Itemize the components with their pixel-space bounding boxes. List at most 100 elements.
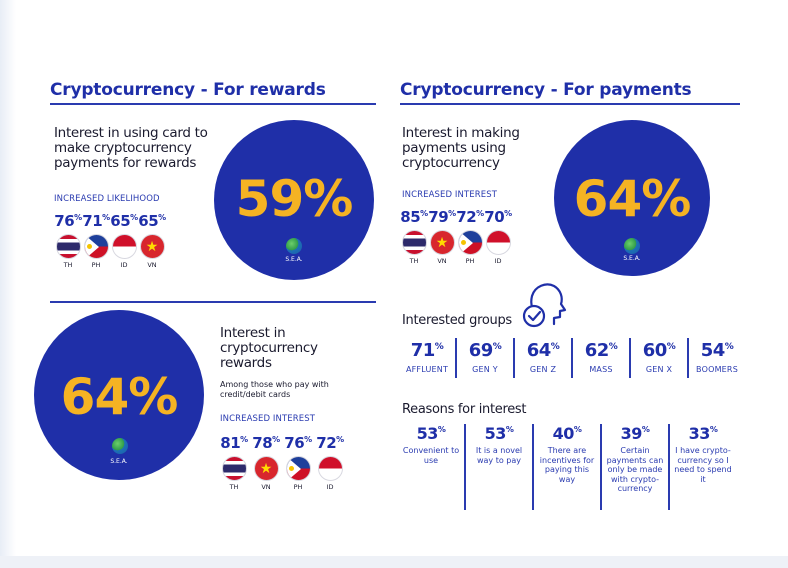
rewards-interest-region-label: S.E.A. <box>110 458 128 465</box>
country-code-label: PH <box>293 483 303 491</box>
group-stat: 54% BOOMERS <box>688 340 746 374</box>
payments-section-title: Cryptocurrency - For payments <box>400 80 692 100</box>
left-edge-shade <box>0 0 16 568</box>
reason-separator <box>532 424 534 510</box>
flag-vn-icon: ★ <box>139 234 165 259</box>
country-stat-value: 70% <box>484 208 512 226</box>
country-stat-vn: 79% ★ VN <box>426 208 458 265</box>
country-code-label: VN <box>261 483 271 491</box>
star-icon: ★ <box>145 239 159 255</box>
reason-stat-value: 39% <box>620 424 650 443</box>
rewards-likelihood-label: INCREASED LIKELIHOOD <box>54 194 160 204</box>
payments-blurb: Interest in making payments using crypto… <box>402 125 520 171</box>
reason-stat-text: Certain payments can only be made with c… <box>606 446 664 493</box>
country-code-label: PH <box>465 257 475 265</box>
flag-triangle <box>84 235 99 258</box>
reason-stat-text: There are incentives for paying this way <box>539 446 595 484</box>
rewards-title-rule <box>50 103 376 105</box>
rewards-sea-circle: 59% S.E.A. <box>214 120 374 280</box>
payments-region-label: S.E.A. <box>623 255 641 262</box>
globe-icon <box>112 438 128 454</box>
reason-stat: 40% There are incentives for paying this … <box>536 424 598 484</box>
rewards-interest-sea-circle: 64% S.E.A. <box>34 310 204 480</box>
flag-id-icon <box>111 234 137 259</box>
group-stat: 64% GEN Z <box>514 340 572 374</box>
flag-th-icon <box>55 234 81 259</box>
reason-stat: 33% I have crypto-currency so I need to s… <box>672 424 734 484</box>
country-stat-value: 85% <box>400 208 428 226</box>
country-code-label: ID <box>494 257 502 265</box>
rewards-interest-blurb: Interest in cryptocurrency rewards <box>220 325 318 371</box>
group-separator <box>571 338 573 378</box>
group-stat-value: 64% <box>526 340 560 361</box>
country-code-label: TH <box>409 257 419 265</box>
country-stat-th: 85% TH <box>398 208 430 265</box>
bottom-edge-shade <box>0 556 788 568</box>
group-stat-label: GEN Y <box>472 365 498 374</box>
flag-ph-icon <box>457 230 483 255</box>
country-stat-value: 65% <box>110 212 138 230</box>
country-stat-value: 76% <box>54 212 82 230</box>
flag-th-icon <box>221 456 247 481</box>
globe-icon <box>286 238 302 254</box>
group-stat-value: 60% <box>642 340 676 361</box>
country-stat-th: 76% TH <box>52 212 84 269</box>
reason-stat-value: 40% <box>552 424 582 443</box>
country-stat-vn: 78% ★ VN <box>250 434 282 491</box>
group-stat-value: 54% <box>700 340 734 361</box>
reason-stat-value: 53% <box>484 424 514 443</box>
head-check-icon <box>522 283 567 328</box>
star-icon: ★ <box>435 235 449 251</box>
reason-stat-text: Convenient to use <box>402 446 460 465</box>
group-stat-label: BOOMERS <box>696 365 738 374</box>
country-code-label: ID <box>326 483 334 491</box>
payments-title-rule <box>400 103 740 105</box>
rewards-interest-label: INCREASED INTEREST <box>220 414 315 424</box>
country-code-label: PH <box>91 261 101 269</box>
flag-ph-icon <box>285 456 311 481</box>
payments-interest-label: INCREASED INTEREST <box>402 190 497 200</box>
country-stat-th: 81% TH <box>218 434 250 491</box>
rewards-region-label: S.E.A. <box>285 256 303 263</box>
reason-stat-text: It is a novel way to pay <box>475 446 523 465</box>
group-stat-label: AFFLUENT <box>405 365 449 374</box>
payments-big-value: 64% <box>573 170 692 228</box>
sun-icon <box>460 240 466 245</box>
country-stat-id: 72% ID <box>314 434 346 491</box>
country-code-label: ID <box>120 261 128 269</box>
country-stat-ph: 71% PH <box>80 212 112 269</box>
reasons-heading: Reasons for interest <box>402 402 527 417</box>
reason-stat-value: 53% <box>416 424 446 443</box>
reason-stat: 53% It is a novel way to pay <box>468 424 530 465</box>
flag-vn-icon: ★ <box>429 230 455 255</box>
star-icon: ★ <box>259 461 273 477</box>
country-code-label: VN <box>437 257 447 265</box>
country-stat-value: 81% <box>220 434 248 452</box>
group-stat: 71% AFFLUENT <box>398 340 456 374</box>
group-separator <box>629 338 631 378</box>
group-separator <box>513 338 515 378</box>
rewards-section-title: Cryptocurrency - For rewards <box>50 80 326 100</box>
country-stat-id: 70% ID <box>482 208 514 265</box>
group-stat: 69% GEN Y <box>456 340 514 374</box>
reason-stat-text: I have crypto-currency so I need to spen… <box>674 446 732 484</box>
country-stat-value: 79% <box>428 208 456 226</box>
country-code-label: TH <box>63 261 73 269</box>
payments-sea-circle: 64% S.E.A. <box>554 120 710 276</box>
left-divider-rule <box>50 301 376 303</box>
country-stat-ph: 72% PH <box>454 208 486 265</box>
group-stat: 62% MASS <box>572 340 630 374</box>
country-stat-value: 76% <box>284 434 312 452</box>
group-stat-label: GEN Z <box>529 365 557 374</box>
reason-separator <box>464 424 466 510</box>
group-stat-value: 62% <box>584 340 618 361</box>
group-separator <box>455 338 457 378</box>
country-code-label: TH <box>229 483 239 491</box>
flag-triangle <box>286 457 301 480</box>
group-stat-label: GEN X <box>645 365 673 374</box>
group-stat-value: 71% <box>410 340 444 361</box>
country-stat-value: 72% <box>456 208 484 226</box>
flag-th-icon <box>401 230 427 255</box>
group-separator <box>687 338 689 378</box>
country-stat-value: 72% <box>316 434 344 452</box>
